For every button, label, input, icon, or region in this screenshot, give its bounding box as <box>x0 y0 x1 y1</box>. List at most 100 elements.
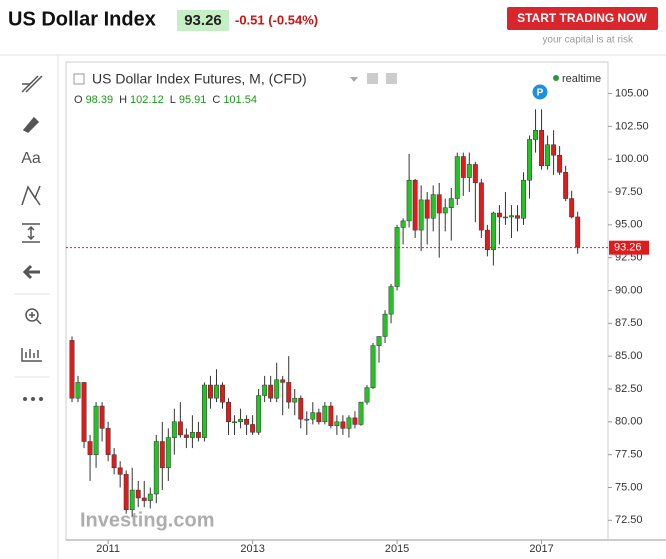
candle-body <box>569 198 575 218</box>
toolbar-separators <box>14 293 50 378</box>
price-bg <box>177 10 229 31</box>
ohlc-value: 102.12 <box>130 94 164 106</box>
candle-body <box>117 467 123 475</box>
candle-body <box>515 215 520 219</box>
candle-body <box>490 212 496 251</box>
candle-body <box>436 194 442 214</box>
x-tick-label: 2011 <box>96 543 120 555</box>
tool-bars[interactable] <box>21 348 42 362</box>
candle-body <box>370 345 376 388</box>
candle-body <box>406 179 412 222</box>
tool-zoom[interactable] <box>25 308 39 322</box>
candle-body <box>442 207 448 214</box>
y-tick-label: 105.00 <box>615 87 649 99</box>
trade-button-label[interactable]: START TRADING NOW <box>517 11 647 25</box>
candle-body <box>177 421 183 436</box>
candle-body <box>75 382 81 399</box>
legend-menu[interactable] <box>350 77 358 82</box>
trade-button[interactable] <box>507 7 658 30</box>
candle-body <box>214 384 219 399</box>
plot-frame <box>65 61 609 541</box>
candle-body <box>454 156 460 199</box>
watermark: Investing.com <box>80 509 214 531</box>
tool-zoom-mark[interactable] <box>29 312 42 325</box>
tool-pattern[interactable] <box>21 185 41 206</box>
y-tick-label: 100.00 <box>615 153 649 165</box>
candle-body <box>105 428 111 455</box>
candle-body <box>87 441 93 455</box>
legend-settings[interactable] <box>367 73 378 84</box>
candle-body <box>545 144 551 166</box>
candle-body <box>364 387 370 403</box>
ohlc-label: L <box>170 94 176 106</box>
event-marker-label[interactable]: P <box>537 88 544 99</box>
candle-body <box>159 441 165 469</box>
candle-body <box>412 179 418 231</box>
candle-body <box>256 395 262 433</box>
status: realtime <box>562 73 601 85</box>
candle-body <box>376 336 382 346</box>
x-tick-label: 2013 <box>240 543 264 555</box>
candle-body <box>123 474 129 511</box>
candle-body <box>201 384 207 438</box>
candle-body <box>69 340 75 399</box>
y-tick-label: 90.00 <box>615 284 643 296</box>
candle-body <box>93 405 99 455</box>
last-price-label: 93.26 <box>614 242 642 254</box>
x-tick-label: 2017 <box>529 543 553 555</box>
candle-body <box>220 384 225 403</box>
candle-body <box>340 421 346 429</box>
toolbar <box>21 75 43 362</box>
candle-body <box>304 418 310 421</box>
candle-body <box>153 441 159 495</box>
candle-body <box>171 421 177 438</box>
y-tick-label: 102.50 <box>615 120 649 132</box>
price: 93.26 <box>184 12 222 29</box>
y-tick-label: 77.50 <box>615 449 643 461</box>
event-marker[interactable] <box>532 84 548 100</box>
candle-body <box>189 432 195 438</box>
candle-body <box>183 434 189 438</box>
candle-body <box>388 286 394 315</box>
candle-body <box>352 417 358 425</box>
candle-body <box>310 412 316 420</box>
y-tick-label: 87.50 <box>615 317 643 329</box>
tool-text[interactable]: Aa <box>21 150 41 167</box>
candle-body <box>135 489 141 499</box>
tool-back[interactable] <box>22 264 40 280</box>
candle-body <box>292 397 298 403</box>
candle-body <box>346 417 352 429</box>
tool-brush[interactable] <box>22 116 40 133</box>
candle-body <box>226 401 231 423</box>
candle-body <box>430 194 436 219</box>
y-tick-label: 97.50 <box>615 186 643 198</box>
candle-body <box>502 216 508 219</box>
candle-body <box>298 397 304 420</box>
candle-body <box>478 182 484 231</box>
candle-body <box>527 139 532 181</box>
candle-body <box>274 379 280 399</box>
chart-title: US Dollar Index Futures, M, (CFD) <box>92 71 307 87</box>
candle-body <box>244 418 250 425</box>
page-title: US Dollar Index <box>8 8 156 30</box>
candle-body <box>509 215 514 218</box>
legend-close[interactable] <box>386 73 397 84</box>
tool-measure[interactable] <box>22 223 40 243</box>
status-dot <box>553 75 559 81</box>
candle-body <box>99 405 105 429</box>
candle-body <box>484 229 490 251</box>
tool-lines[interactable] <box>21 75 43 93</box>
candle-body <box>81 382 87 442</box>
candle-body <box>141 497 147 501</box>
candle-body <box>496 212 502 218</box>
candle-body <box>448 198 454 209</box>
legend-icon <box>73 73 85 85</box>
ohlc-label: H <box>119 94 127 106</box>
candle-body <box>334 421 340 427</box>
candle-body <box>286 382 292 403</box>
tool-more[interactable] <box>23 397 43 401</box>
candle-body <box>129 489 135 511</box>
candle-body <box>208 384 213 399</box>
candle-body <box>165 437 171 469</box>
